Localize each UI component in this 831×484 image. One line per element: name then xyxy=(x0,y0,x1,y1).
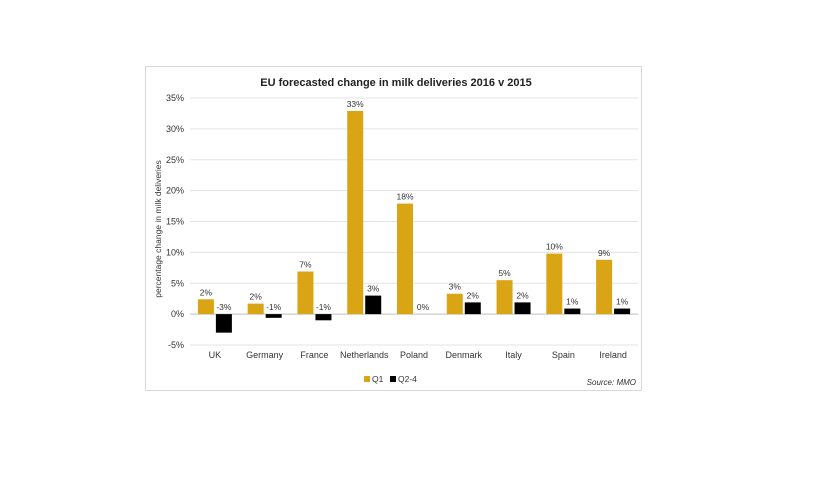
data-label: 3% xyxy=(367,284,380,294)
x-tick-label: Ireland xyxy=(599,350,627,360)
y-tick-label: 35% xyxy=(166,93,184,103)
data-label: 1% xyxy=(616,297,629,307)
y-tick-label: 30% xyxy=(166,124,184,134)
legend-swatch xyxy=(364,376,370,382)
legend-swatch xyxy=(390,376,396,382)
bar-q1-italy xyxy=(496,280,513,315)
data-label: 3% xyxy=(449,282,462,292)
x-axis-ticks: UK Germany France Netherlands Poland Denmark I… xyxy=(209,350,627,360)
data-label: -1% xyxy=(266,302,282,312)
x-tick-label: France xyxy=(300,350,328,360)
bar-q2-4-denmark xyxy=(464,302,481,315)
data-label: 7% xyxy=(299,260,312,270)
x-tick-label: Denmark xyxy=(446,350,483,360)
y-tick-label: 15% xyxy=(166,217,184,227)
legend-label: Q2-4 xyxy=(398,374,417,384)
legend-label: Q1 xyxy=(372,374,384,384)
chart-frame xyxy=(145,66,642,391)
bar-q1-spain xyxy=(546,253,563,315)
x-tick-label: Germany xyxy=(246,350,284,360)
data-label: 1% xyxy=(566,297,579,307)
bar-q1-uk xyxy=(197,299,214,315)
y-tick-label: 20% xyxy=(166,186,184,196)
data-label: -1% xyxy=(316,302,332,312)
data-label: 2% xyxy=(250,292,263,302)
bar-q1-germany xyxy=(247,303,264,315)
data-label: 2% xyxy=(200,287,213,297)
data-label: 18% xyxy=(396,192,413,202)
y-tick-label: 25% xyxy=(166,155,184,165)
data-label: -3% xyxy=(216,302,232,312)
x-tick-label: Poland xyxy=(400,350,428,360)
bar-q2-4-ireland xyxy=(614,308,631,315)
bar-q1-netherlands xyxy=(347,110,364,315)
data-label: 2% xyxy=(516,290,529,300)
data-label: 10% xyxy=(546,242,563,252)
y-axis-title: percentage change in milk deliveries xyxy=(153,160,163,298)
data-label: 2% xyxy=(467,290,480,300)
data-labels: 2%-3%2%-1%7%-1%33%3%18%0%3%2%5%2%10%1%9%… xyxy=(200,99,629,312)
y-axis-ticks: -5% 0% 5% 10% 15% 20% 25% 30% 35% xyxy=(166,93,184,350)
source-note: Source: MMO xyxy=(587,378,636,387)
x-tick-label: UK xyxy=(209,350,222,360)
bar-q2-4-italy xyxy=(514,302,531,315)
bar-q1-ireland xyxy=(596,259,613,315)
chart-title: EU forecasted change in milk deliveries … xyxy=(260,77,531,89)
data-label: 5% xyxy=(498,268,511,278)
bar-q2-4-netherlands xyxy=(365,295,382,315)
y-tick-label: 0% xyxy=(171,309,184,319)
data-label: 9% xyxy=(598,248,611,258)
bar-q2-4-france xyxy=(315,314,332,321)
bar-q2-4-uk xyxy=(215,314,232,333)
bar-q1-poland xyxy=(397,203,413,315)
data-label: 33% xyxy=(347,99,364,109)
bar-q2-4-germany xyxy=(265,314,282,318)
data-label: 0% xyxy=(417,302,430,312)
x-tick-label: Italy xyxy=(505,350,522,360)
bars xyxy=(197,110,631,333)
legend: Q1 Q2-4 xyxy=(364,374,417,384)
bar-q1-france xyxy=(297,271,314,315)
bar-q2-4-spain xyxy=(564,308,581,315)
gridlines xyxy=(190,97,638,346)
x-tick-label: Spain xyxy=(552,350,575,360)
bar-q1-denmark xyxy=(446,293,463,315)
y-tick-label: -5% xyxy=(168,340,184,350)
y-tick-label: 5% xyxy=(171,278,184,288)
y-tick-label: 10% xyxy=(166,247,184,257)
x-tick-label: Netherlands xyxy=(340,350,389,360)
